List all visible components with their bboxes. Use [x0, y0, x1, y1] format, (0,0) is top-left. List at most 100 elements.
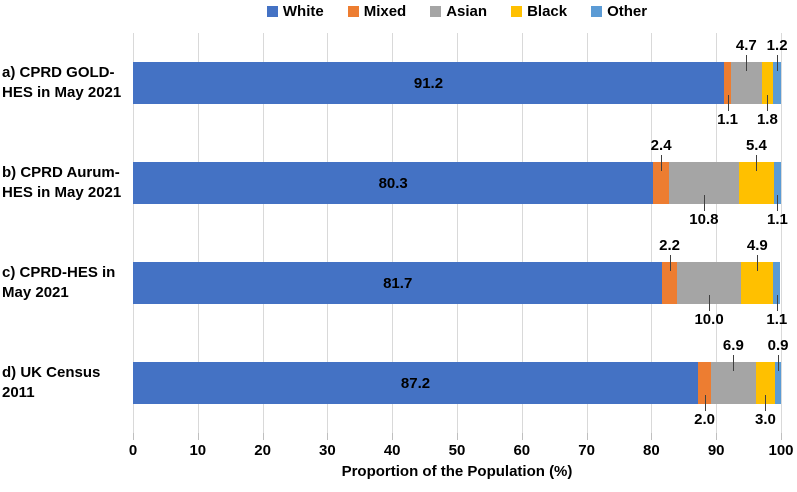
legend-swatch-asian	[430, 5, 442, 17]
value-label: 91.2	[413, 74, 444, 92]
leader-line	[727, 95, 729, 111]
leader-line	[776, 295, 778, 311]
legend-label: Mixed	[363, 2, 407, 20]
tick-label: 80	[643, 442, 660, 459]
bar-segment-white	[133, 62, 724, 104]
bar-segment-other	[773, 162, 781, 204]
category-label-line: HES in May 2021	[2, 84, 122, 101]
value-label: 87.2	[400, 374, 431, 392]
leader-line	[703, 195, 705, 211]
gridline	[197, 33, 199, 433]
legend-item-other: Other	[591, 3, 647, 20]
legend-item-black: Black	[511, 3, 567, 20]
value-label: 10.0	[694, 311, 724, 328]
leader-line	[765, 395, 767, 411]
value-label: 2.0	[694, 411, 715, 428]
gridline	[392, 33, 394, 433]
tick-label: 0	[128, 442, 138, 459]
leader-line	[709, 295, 711, 311]
category-label-line: May 2021	[2, 284, 69, 301]
axis-tick	[262, 433, 264, 440]
category-label: d) UK Census 2011	[2, 363, 130, 403]
leader-line	[778, 355, 780, 371]
bar-segment-mixed	[653, 162, 669, 204]
value-label: 3.0	[755, 411, 776, 428]
value-label: 4.9	[746, 237, 768, 254]
axis-tick	[781, 433, 782, 440]
gridline	[586, 33, 588, 433]
axis-tick	[197, 433, 199, 440]
bar-segment-asian	[731, 62, 762, 104]
tick-label: 60	[513, 442, 531, 459]
legend-swatch-mixed	[347, 5, 359, 17]
gridline	[457, 33, 458, 433]
tick-label: 90	[707, 442, 725, 459]
legend-swatch-other	[591, 5, 603, 17]
leader-line	[757, 255, 759, 271]
tick-label: 100	[768, 442, 794, 459]
gridline	[327, 33, 329, 433]
value-label: 2.4	[650, 137, 672, 154]
value-label: 4.7	[735, 37, 757, 54]
legend-label: Other	[607, 2, 648, 20]
legend-label: Black	[527, 2, 568, 20]
category-label-line: HES in May 2021	[2, 184, 122, 201]
tick-label: 20	[254, 442, 271, 459]
legend-label: White	[282, 2, 324, 20]
category-label: b) CPRD Aurum- HES in May 2021	[2, 163, 130, 203]
bar-segment-white	[133, 262, 663, 304]
category-label-line: b) CPRD Aurum-	[2, 164, 120, 181]
axis-tick	[521, 433, 523, 440]
tick-label: 30	[319, 442, 336, 459]
axis-tick	[133, 433, 134, 440]
leader-line	[669, 255, 671, 271]
value-label: 6.9	[722, 337, 744, 354]
legend-swatch-black	[511, 5, 523, 17]
leader-line	[733, 355, 735, 371]
category-label: a) CPRD GOLD- HES in May 2021	[2, 63, 130, 103]
value-label: 1.1	[766, 311, 788, 328]
bar-segment-black	[755, 362, 776, 404]
leader-line	[777, 195, 779, 211]
chart-legend: White Mixed Asian Black Other	[133, 0, 781, 22]
category-label-line: d) UK Census	[2, 364, 101, 381]
value-label: 1.8	[756, 111, 778, 128]
bar-segment-mixed	[662, 262, 677, 304]
value-label: 1.1	[717, 111, 738, 128]
category-label-line: c) CPRD-HES in	[2, 264, 116, 281]
leader-line	[704, 395, 706, 411]
gridline	[651, 33, 653, 433]
gridline	[521, 33, 523, 433]
bar-segment-other	[773, 62, 781, 104]
legend-item-mixed: Mixed	[347, 2, 407, 20]
bar-segment-black	[738, 162, 774, 204]
value-label: 2.2	[659, 237, 680, 254]
axis-tick	[586, 433, 588, 440]
x-axis-title: Proportion of the Population (%)	[341, 463, 573, 480]
legend-item-asian: Asian	[430, 3, 487, 20]
axis-tick	[327, 433, 329, 440]
axis-tick	[392, 433, 394, 440]
leader-line	[746, 55, 748, 71]
leader-line	[661, 155, 663, 171]
leader-line	[756, 155, 758, 171]
bar-segment-white	[133, 362, 699, 404]
bar-segment-mixed	[723, 62, 732, 104]
bar-segment-black	[761, 62, 774, 104]
leader-line	[777, 55, 779, 71]
legend-item-white: White	[266, 2, 324, 20]
legend-label: Asian	[446, 2, 488, 20]
legend-swatch-white	[266, 5, 278, 17]
axis-tick	[457, 433, 458, 440]
gridline	[781, 33, 782, 433]
gridline	[716, 33, 718, 433]
tick-label: 50	[448, 442, 466, 459]
tick-label: 10	[189, 442, 207, 459]
category-label-line: 2011	[2, 384, 35, 401]
value-label: 1.2	[766, 37, 788, 54]
gridline	[262, 33, 264, 433]
value-label: 1.1	[766, 211, 788, 228]
value-label: 5.4	[745, 137, 767, 154]
category-label-line: a) CPRD GOLD-	[2, 64, 115, 81]
value-label: 10.8	[689, 211, 719, 228]
